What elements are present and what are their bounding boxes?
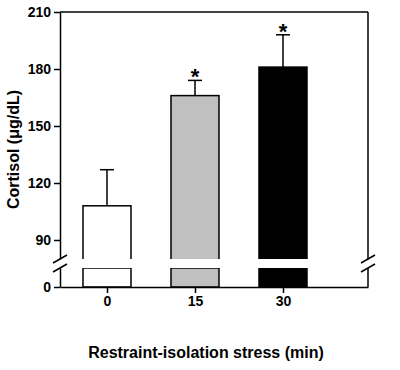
- bars-upper: [83, 35, 307, 259]
- break-mark: [53, 255, 67, 263]
- bars-lower: [83, 268, 307, 287]
- tick-mark: [54, 183, 60, 185]
- tick: 210: [28, 4, 60, 20]
- y-axis-upper: 90 120 150 180 210: [28, 4, 61, 260]
- axis-line: [60, 269, 62, 288]
- frame-top: [60, 11, 368, 13]
- bar-lower: [259, 268, 307, 287]
- bar-lower: [83, 268, 131, 287]
- tick-mark: [54, 240, 60, 242]
- tick-mark: [54, 69, 60, 71]
- tick-label: 15: [188, 293, 204, 309]
- tick-label: 180: [28, 61, 52, 77]
- error-bar-cap: [100, 169, 114, 171]
- tick-label: 210: [28, 4, 52, 20]
- tick: 30: [276, 287, 292, 309]
- error-bar: [100, 170, 114, 206]
- chart: 0 90 120 150 180 210 0 15 30 * * Restraint-isolatio…: [0, 0, 400, 370]
- bar-upper: [259, 67, 307, 259]
- tick-mark: [54, 12, 60, 14]
- break-mark: [361, 264, 375, 272]
- tick-label: 150: [28, 118, 52, 134]
- tick: 90: [35, 232, 60, 248]
- bar-lower: [171, 268, 219, 287]
- bar-upper: [83, 206, 131, 259]
- axis-break: [53, 255, 375, 272]
- tick-label: 0: [104, 293, 112, 309]
- annotation: *: [191, 64, 200, 89]
- tick-label: 120: [28, 175, 52, 191]
- axis-line: [60, 13, 62, 260]
- tick: 180: [28, 61, 60, 77]
- tick: 120: [28, 175, 60, 191]
- tick: 0: [104, 287, 112, 309]
- axis-line: [61, 287, 369, 289]
- tick: 15: [188, 287, 204, 309]
- tick-mark: [54, 287, 60, 289]
- tick: 150: [28, 118, 60, 134]
- break-mark: [53, 264, 67, 272]
- y-axis-lower: 0: [43, 269, 60, 295]
- y-axis-title: Cortisol (μg/dL): [5, 90, 22, 209]
- x-axis: 0 15 30: [61, 287, 369, 309]
- tick-mark: [54, 126, 60, 128]
- error-bar-stem: [106, 170, 108, 206]
- tick: 0: [43, 279, 60, 295]
- tick-label: 30: [276, 293, 292, 309]
- annotation: *: [279, 19, 288, 44]
- bar-upper: [171, 96, 219, 259]
- tick-label: 90: [35, 232, 51, 248]
- x-axis-title: Restraint-isolation stress (min): [88, 344, 324, 361]
- frame-right: [367, 268, 369, 287]
- frame-right: [367, 12, 369, 259]
- tick-label: 0: [43, 279, 51, 295]
- break-mark: [361, 255, 375, 263]
